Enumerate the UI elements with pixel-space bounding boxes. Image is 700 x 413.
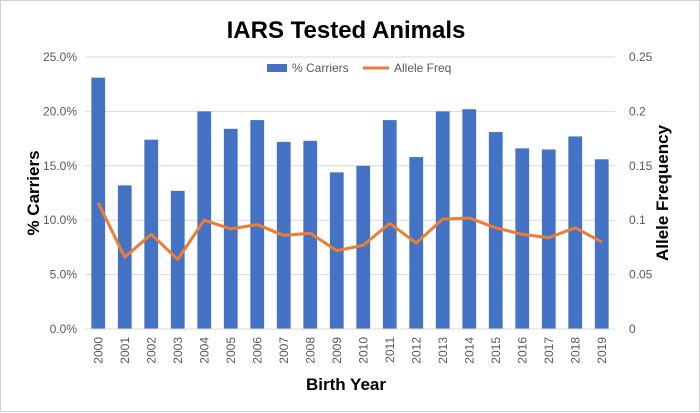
x-tick-label: 2009 [330, 337, 344, 364]
y2-tick-label: 0.15 [629, 159, 653, 173]
bar [356, 165, 371, 329]
x-tick-label: 2015 [489, 337, 503, 364]
y-tick-label: 15.0% [43, 159, 77, 173]
y-axis-title: % Carriers [24, 150, 43, 235]
gridlines [85, 56, 615, 330]
y-axis-left: 0.0% 5.0% 10.0% 15.0% 20.0% 25.0% [43, 50, 77, 336]
chart-title: IARS Tested Animals [227, 17, 466, 44]
x-tick-label: 2001 [118, 337, 132, 364]
legend-bar-swatch [267, 64, 287, 72]
y2-tick-label: 0.1 [629, 213, 646, 227]
x-tick-label: 2013 [436, 337, 450, 364]
legend-label: % Carriers [292, 61, 349, 75]
y2-tick-label: 0 [629, 322, 636, 336]
x-tick-label: 2018 [568, 337, 582, 364]
y-tick-label: 0.0% [50, 322, 78, 336]
y2-tick-label: 0.25 [629, 50, 653, 64]
x-tick-label: 2019 [595, 337, 609, 364]
x-tick-label: 2012 [409, 337, 423, 364]
legend: % Carriers Allele Freq [267, 61, 451, 75]
bar [515, 148, 530, 329]
x-tick-label: 2008 [303, 337, 317, 364]
x-tick-label: 2000 [91, 337, 105, 364]
x-axis: 2000 2001 2002 2003 2004 2005 2006 2007 2008 2009… [85, 328, 615, 364]
x-tick-label: 2006 [250, 337, 264, 364]
line-series [96, 202, 603, 261]
x-tick-label: 2004 [197, 337, 211, 364]
x-axis-title: Birth Year [306, 375, 386, 394]
bar [541, 149, 556, 329]
x-tick-label: 2010 [356, 337, 370, 364]
x-tick-label: 2017 [542, 337, 556, 364]
y2-axis-title: Allele Frequency [653, 124, 672, 261]
x-tick-label: 2014 [462, 337, 476, 364]
y2-tick-label: 0.2 [629, 104, 646, 118]
x-tick-label: 2005 [224, 337, 238, 364]
x-tick-label: 2016 [515, 337, 529, 364]
y-tick-label: 25.0% [43, 50, 77, 64]
bar [568, 136, 583, 329]
bar [488, 132, 503, 329]
x-tick-label: 2011 [383, 337, 397, 363]
y-tick-label: 10.0% [43, 213, 77, 227]
legend-label: Allele Freq [394, 61, 451, 75]
bar [594, 159, 609, 329]
x-tick-label: 2002 [144, 337, 158, 364]
bar-series [91, 77, 609, 330]
y-axis-right: 0 0.05 0.1 0.15 0.2 0.25 [629, 50, 653, 336]
allele-freq-line [96, 202, 603, 261]
y2-tick-label: 0.05 [629, 268, 653, 282]
y-tick-label: 5.0% [50, 268, 78, 282]
y-tick-label: 20.0% [43, 104, 77, 118]
x-tick-label: 2003 [171, 337, 185, 364]
x-tick-label: 2007 [277, 337, 291, 364]
